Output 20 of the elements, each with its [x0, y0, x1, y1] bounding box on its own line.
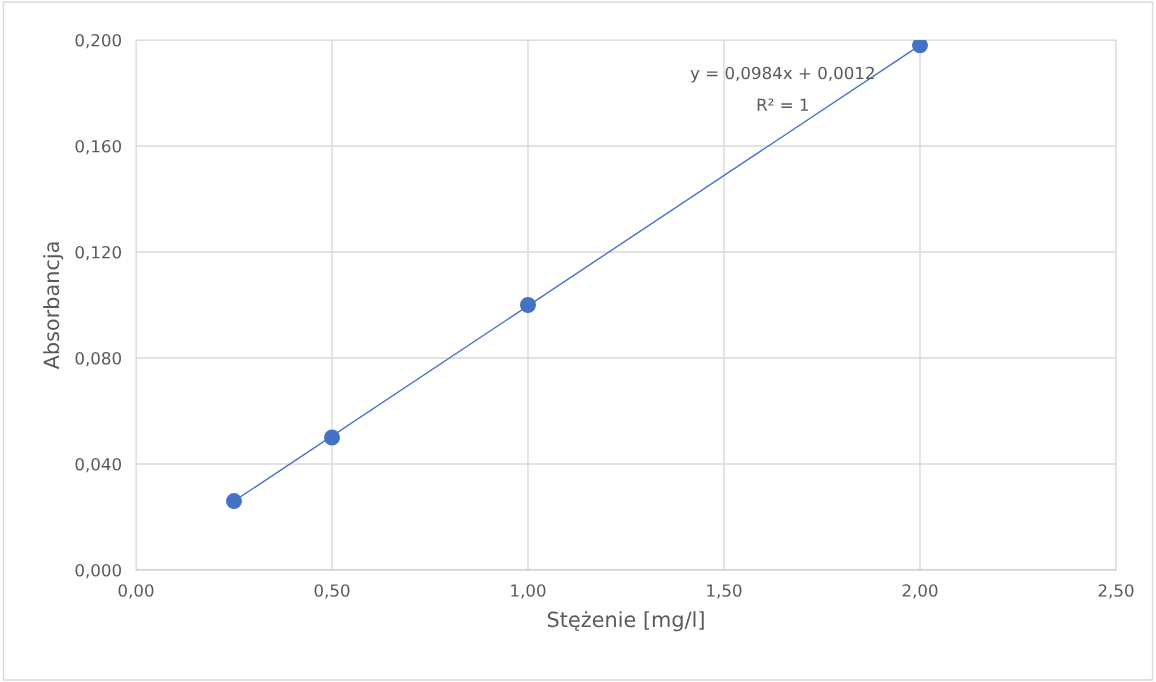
- x-tick-label: 1,50: [707, 584, 742, 599]
- point: [520, 297, 536, 313]
- point: [226, 493, 242, 510]
- x-tick-label: 0,00: [118, 584, 154, 599]
- x-tick-label: 2,00: [902, 584, 938, 599]
- y-tick-label: 0,000: [75, 563, 121, 579]
- y-tick-label: 0,200: [75, 33, 121, 49]
- x-tick-label: 2,50: [1098, 584, 1134, 599]
- y-tick-label: 0,080: [75, 351, 121, 367]
- point: [912, 40, 928, 54]
- x-tick-label: 1,00: [511, 584, 546, 599]
- annotation: y = 0,0984x + 0,0012: [690, 66, 874, 83]
- y-tick-label: 0,040: [75, 457, 121, 473]
- point: [324, 429, 340, 446]
- annotation: R² = 1: [757, 98, 808, 111]
- x-axis-title: Stężenie [mg/l]: [547, 611, 704, 632]
- y-tick-label: 0,120: [75, 245, 121, 261]
- x-tick-label: 0,50: [314, 584, 350, 599]
- y-axis-title: Absorbancja: [43, 242, 64, 370]
- y-tick-label: 0,160: [75, 139, 121, 155]
